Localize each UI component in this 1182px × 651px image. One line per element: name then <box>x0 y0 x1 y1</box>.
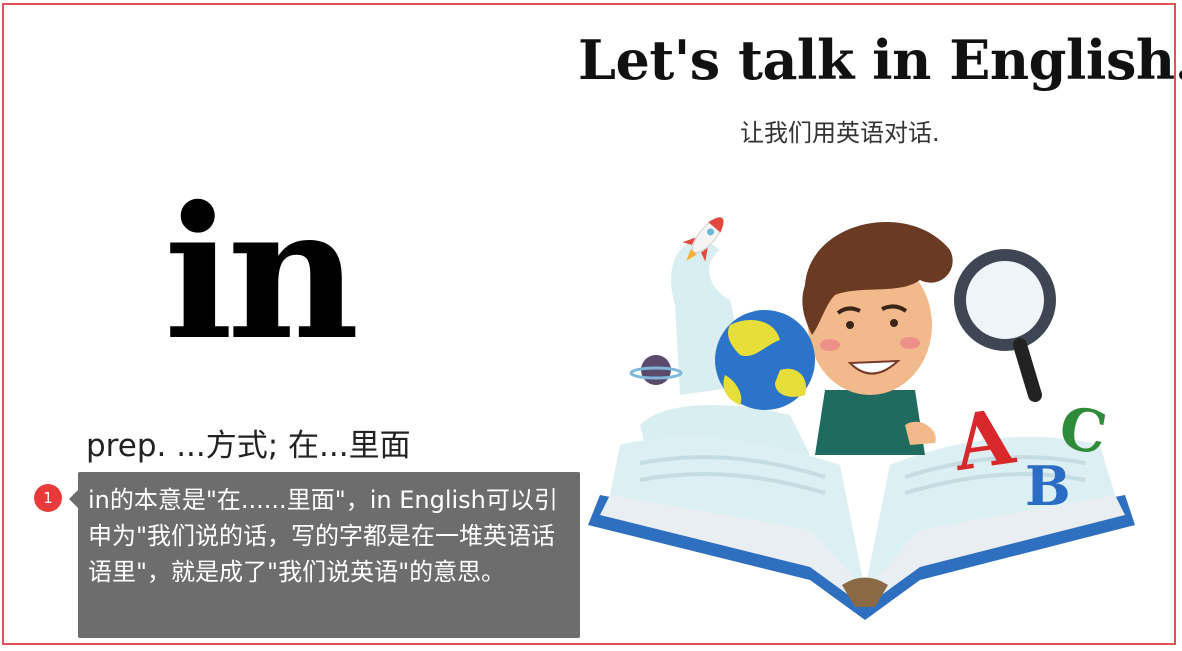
word-definition: prep. ...方式; 在...里面 <box>86 428 411 464</box>
letter-a: A <box>947 392 1020 489</box>
note-callout: in的本意是"在......里面"，in English可以引申为"我们说的话，… <box>69 472 580 638</box>
slide-subline: 让我们用英语对话. <box>740 119 940 147</box>
slide-headline: Let's talk in English. <box>578 28 1182 92</box>
vocabulary-word: in <box>164 166 359 380</box>
note-number-badge[interactable]: 1 <box>34 484 62 512</box>
slide-frame <box>2 3 1176 645</box>
boy-character <box>802 221 953 455</box>
planet-icon <box>629 355 683 385</box>
open-book-icon <box>588 436 1135 620</box>
letter-b: B <box>1025 454 1071 518</box>
globe-icon <box>715 310 815 410</box>
rocket-icon <box>682 216 724 262</box>
boy-reading-book-illustration: A B C <box>588 216 1135 620</box>
note-text: in的本意是"在......里面"，in English可以引申为"我们说的话，… <box>88 486 558 586</box>
magnifier-icon <box>954 249 1056 402</box>
